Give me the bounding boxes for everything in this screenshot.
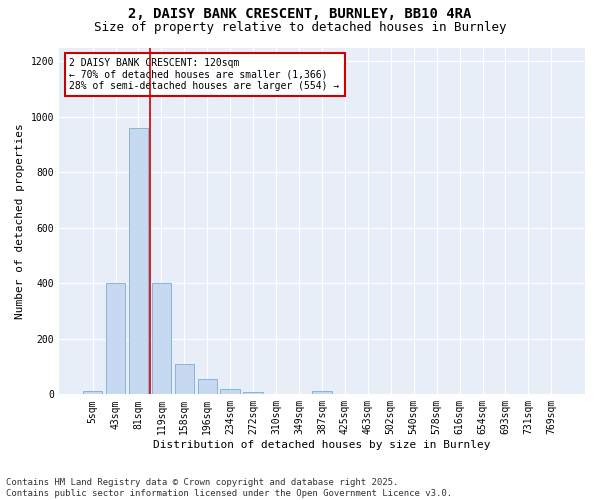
Y-axis label: Number of detached properties: Number of detached properties xyxy=(15,123,25,319)
Bar xyxy=(244,392,263,394)
Bar xyxy=(129,128,148,394)
Text: 2 DAISY BANK CRESCENT: 120sqm
← 70% of detached houses are smaller (1,366)
28% o: 2 DAISY BANK CRESCENT: 120sqm ← 70% of d… xyxy=(70,58,340,91)
Text: Size of property relative to detached houses in Burnley: Size of property relative to detached ho… xyxy=(94,21,506,34)
Bar xyxy=(106,284,125,395)
Title: 2, DAISY BANK CRESCENT, BURNLEY, BB10 4RA
Size of property relative to detached : 2, DAISY BANK CRESCENT, BURNLEY, BB10 4R… xyxy=(0,499,1,500)
Bar xyxy=(83,391,103,394)
X-axis label: Distribution of detached houses by size in Burnley: Distribution of detached houses by size … xyxy=(153,440,491,450)
Bar xyxy=(152,284,171,395)
Bar xyxy=(220,389,240,394)
Bar xyxy=(197,379,217,394)
Bar xyxy=(312,391,332,394)
Text: Contains HM Land Registry data © Crown copyright and database right 2025.
Contai: Contains HM Land Registry data © Crown c… xyxy=(6,478,452,498)
Bar xyxy=(175,364,194,394)
Text: 2, DAISY BANK CRESCENT, BURNLEY, BB10 4RA: 2, DAISY BANK CRESCENT, BURNLEY, BB10 4R… xyxy=(128,8,472,22)
